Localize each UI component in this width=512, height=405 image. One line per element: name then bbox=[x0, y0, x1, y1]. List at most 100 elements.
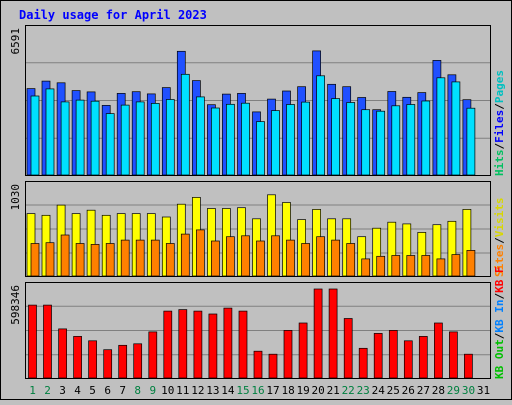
bar-kb-f-day-17 bbox=[268, 353, 278, 379]
legend-item-visits: Visits bbox=[493, 198, 506, 238]
bar-files-day-4 bbox=[75, 99, 85, 176]
bar-kb-f-day-21 bbox=[328, 288, 338, 379]
bar-files-day-19 bbox=[301, 101, 310, 176]
bar-sites-day-18 bbox=[286, 239, 295, 277]
x-tick-label: 18 bbox=[281, 384, 294, 397]
bar-kb-f-day-30 bbox=[464, 353, 473, 379]
bar-sites-day-22 bbox=[346, 243, 356, 277]
bar-files-day-15 bbox=[241, 102, 250, 176]
bar-sites-day-1 bbox=[30, 243, 40, 277]
bar-kb-f-day-4 bbox=[73, 336, 82, 379]
bar-sites-day-9 bbox=[150, 239, 160, 277]
bar-files-day-24 bbox=[376, 110, 386, 176]
chart-title: Daily usage for April 2023 bbox=[19, 8, 207, 22]
bar-kb-f-day-18 bbox=[283, 330, 293, 379]
x-tick-label: 5 bbox=[89, 384, 96, 397]
x-tick-label: 21 bbox=[327, 384, 340, 397]
x-tick-label: 29 bbox=[447, 384, 460, 397]
bar-kb-f-day-27 bbox=[418, 336, 428, 379]
bar-kb-f-day-14 bbox=[223, 307, 233, 379]
bar-sites-day-27 bbox=[421, 255, 431, 277]
x-tick-label: 9 bbox=[149, 384, 156, 397]
bar-kb-f-day-16 bbox=[253, 350, 263, 379]
bar-sites-day-8 bbox=[135, 239, 145, 277]
bar-kb-f-day-1 bbox=[28, 304, 37, 379]
bar-kb-f-day-22 bbox=[343, 318, 353, 379]
bar-kb-f-day-10 bbox=[163, 310, 173, 379]
bar-files-day-10 bbox=[165, 99, 175, 176]
bar-kb-f-day-20 bbox=[313, 288, 323, 379]
bar-sites-day-30 bbox=[466, 250, 476, 277]
bar-sites-day-17 bbox=[271, 235, 280, 277]
bar-sites-day-2 bbox=[45, 242, 55, 277]
bar-files-day-5 bbox=[90, 100, 100, 176]
y-max-label: 1030 bbox=[9, 184, 22, 211]
legend-item-sites: Sites bbox=[493, 244, 506, 277]
bar-sites-day-6 bbox=[105, 243, 115, 277]
bar-files-day-18 bbox=[286, 104, 295, 176]
x-tick-label: 25 bbox=[387, 384, 400, 397]
bar-files-day-29 bbox=[451, 81, 461, 176]
bar-sites-day-10 bbox=[165, 243, 175, 277]
bar-kb-f-day-25 bbox=[388, 330, 398, 379]
bar-kb-f-day-29 bbox=[449, 331, 458, 379]
bar-files-day-27 bbox=[421, 100, 431, 176]
legend-3: KB Out/KB In/KB F bbox=[493, 266, 506, 379]
legend-item-files: Files bbox=[493, 110, 506, 143]
x-tick-label: 11 bbox=[176, 384, 189, 397]
bar-kb-f-day-12 bbox=[193, 310, 203, 379]
x-tick-label: 23 bbox=[357, 384, 370, 397]
legend-1: Hits/Files/Pages bbox=[493, 70, 506, 176]
bar-kb-f-day-7 bbox=[118, 344, 128, 379]
legend-separator: / bbox=[493, 143, 506, 150]
bar-files-day-9 bbox=[150, 103, 160, 176]
bar-sites-day-4 bbox=[75, 243, 85, 277]
bar-sites-day-24 bbox=[376, 255, 386, 277]
bar-kb-f-day-3 bbox=[58, 328, 67, 379]
bar-kb-f-day-2 bbox=[43, 304, 52, 379]
bar-kb-f-day-28 bbox=[434, 322, 443, 379]
bar-files-day-8 bbox=[135, 101, 145, 176]
x-tick-label: 15 bbox=[236, 384, 249, 397]
bar-sites-day-25 bbox=[391, 255, 401, 277]
bar-sites-day-21 bbox=[331, 239, 340, 277]
x-tick-label: 19 bbox=[296, 384, 309, 397]
bar-kb-f-day-24 bbox=[373, 333, 383, 379]
x-tick-label: 2 bbox=[44, 384, 51, 397]
legend-item-hits: Hits bbox=[493, 150, 506, 177]
bar-sites-day-26 bbox=[406, 255, 416, 277]
x-tick-label: 14 bbox=[221, 384, 235, 397]
legend-separator: / bbox=[493, 103, 506, 110]
legend-item-kb-f: KB F bbox=[493, 266, 506, 293]
x-tick-label: 6 bbox=[104, 384, 111, 397]
bar-files-day-7 bbox=[120, 104, 130, 176]
bar-files-day-1 bbox=[30, 95, 40, 176]
bar-kb-f-day-13 bbox=[208, 313, 218, 379]
legend-2: Sites/Visits bbox=[493, 198, 506, 278]
bar-sites-day-13 bbox=[211, 240, 220, 277]
bar-sites-day-12 bbox=[196, 229, 205, 277]
bar-sites-day-11 bbox=[180, 233, 190, 277]
bar-files-day-16 bbox=[256, 121, 265, 176]
x-tick-label: 24 bbox=[372, 384, 386, 397]
bar-sites-day-3 bbox=[60, 234, 70, 277]
bar-files-day-25 bbox=[391, 105, 401, 176]
x-tick-label: 31 bbox=[477, 384, 490, 397]
bar-kb-f-day-8 bbox=[133, 343, 143, 379]
bar-sites-day-23 bbox=[361, 258, 371, 277]
x-tick-label: 8 bbox=[134, 384, 141, 397]
x-tick-label: 16 bbox=[251, 384, 264, 397]
legend-separator: / bbox=[493, 332, 506, 339]
bar-files-day-23 bbox=[361, 109, 371, 176]
panel-2: 1030 Sites/Visits bbox=[9, 181, 506, 278]
x-tick-label: 20 bbox=[311, 384, 324, 397]
x-tick-label: 30 bbox=[462, 384, 475, 397]
bar-files-day-3 bbox=[60, 101, 70, 176]
bar-files-day-22 bbox=[346, 102, 356, 176]
x-tick-label: 13 bbox=[206, 384, 219, 397]
bar-sites-day-28 bbox=[436, 258, 446, 277]
bar-kb-f-day-5 bbox=[88, 340, 97, 379]
